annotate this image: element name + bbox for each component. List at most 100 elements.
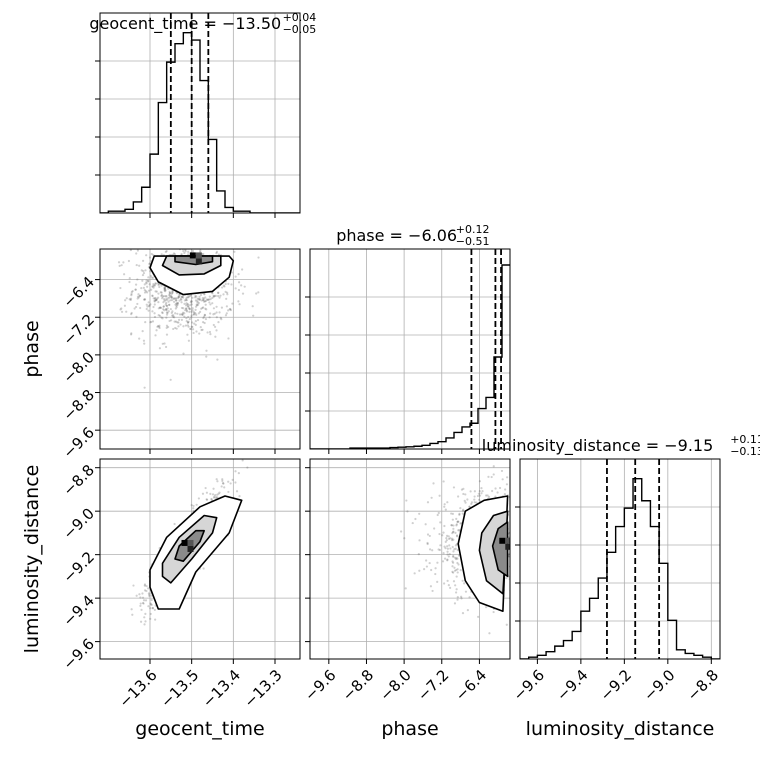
- sample-point: [165, 304, 169, 307]
- sample-point: [438, 532, 441, 536]
- sample-point: [222, 482, 225, 485]
- sample-point: [510, 518, 512, 520]
- sample-point: [459, 522, 462, 525]
- sample-point: [156, 296, 160, 299]
- sample-point: [145, 281, 148, 284]
- sample-point: [183, 315, 186, 318]
- sample-point: [238, 495, 241, 498]
- panel-title-geocent_time: geocent_time = −13.50 +0.04−0.05: [89, 11, 316, 36]
- sample-point: [181, 311, 185, 314]
- sample-point: [153, 303, 156, 306]
- sample-point: [157, 292, 160, 295]
- sample-point: [514, 559, 516, 561]
- sample-point: [160, 306, 163, 309]
- sample-point: [522, 537, 524, 539]
- sample-point: [158, 347, 162, 350]
- sample-point: [456, 561, 459, 565]
- sample-point: [164, 288, 167, 292]
- sample-point: [154, 290, 157, 293]
- axes-frame: [309, 458, 511, 660]
- sample-point: [205, 498, 209, 501]
- sample-point: [149, 602, 152, 605]
- sample-point: [130, 333, 133, 336]
- sample-point: [450, 524, 453, 527]
- sample-point: [160, 293, 163, 297]
- sample-point: [163, 288, 166, 291]
- sample-point: [203, 300, 207, 303]
- sample-point: [130, 332, 133, 335]
- sample-point: [160, 253, 163, 256]
- sample-point: [208, 330, 212, 334]
- sample-point: [139, 602, 142, 605]
- sample-point: [428, 534, 431, 538]
- sample-point: [167, 325, 170, 329]
- sample-point: [185, 309, 188, 312]
- sample-point: [192, 313, 195, 316]
- sample-point: [135, 315, 138, 318]
- sample-point: [517, 554, 519, 556]
- sample-point: [168, 319, 171, 323]
- sample-point: [191, 307, 194, 310]
- sample-point: [449, 586, 452, 589]
- sample-point: [442, 552, 445, 555]
- sample-point: [119, 286, 122, 290]
- sample-point: [209, 492, 212, 495]
- sample-point: [196, 300, 199, 303]
- sample-point: [217, 492, 220, 495]
- sample-point: [158, 306, 162, 309]
- sample-point: [217, 291, 220, 294]
- sample-point: [257, 291, 260, 294]
- sample-point: [522, 535, 524, 537]
- sample-point: [143, 291, 147, 294]
- sample-point: [406, 510, 409, 513]
- sample-point: [198, 298, 201, 301]
- sample-point: [177, 296, 180, 299]
- sample-point: [514, 558, 516, 560]
- sample-point: [167, 300, 170, 303]
- sample-point: [187, 241, 189, 243]
- sample-point: [179, 323, 182, 326]
- sample-point: [446, 550, 449, 553]
- sample-point: [531, 519, 533, 521]
- sample-point: [173, 316, 176, 319]
- sample-point: [143, 298, 147, 301]
- sample-point: [447, 584, 450, 587]
- sample-point: [190, 316, 193, 319]
- sample-point: [462, 492, 465, 496]
- sample-point: [426, 501, 430, 504]
- y-tick-label: −6.4: [60, 273, 98, 311]
- sample-point: [158, 285, 161, 289]
- sample-point: [176, 297, 180, 300]
- sample-point: [138, 593, 141, 596]
- sample-point: [219, 294, 222, 297]
- sample-point: [165, 313, 169, 316]
- sample-point: [405, 499, 408, 502]
- sample-point: [404, 587, 407, 590]
- sample-point: [155, 298, 158, 302]
- sample-point: [469, 490, 472, 493]
- sample-point: [457, 495, 460, 498]
- sample-point: [184, 324, 187, 327]
- sample-point: [456, 520, 460, 523]
- sample-point: [206, 331, 209, 334]
- sample-point: [142, 599, 146, 602]
- sample-point: [145, 307, 148, 311]
- sample-point: [517, 500, 519, 502]
- sample-point: [464, 493, 467, 496]
- sample-point: [514, 577, 516, 579]
- sample-point: [443, 545, 446, 548]
- sample-point: [155, 290, 158, 293]
- sample-point: [181, 295, 184, 298]
- sample-point: [128, 298, 131, 301]
- sample-point: [514, 557, 516, 559]
- sample-point: [187, 325, 190, 328]
- sample-point: [175, 299, 178, 302]
- sample-point: [198, 298, 201, 301]
- sample-point: [456, 548, 459, 552]
- sample-point: [243, 285, 246, 288]
- sample-point: [174, 297, 177, 300]
- sample-point: [224, 314, 228, 317]
- y-tick-label: −8.0: [60, 348, 98, 386]
- x-tick-label: −13.6: [116, 666, 161, 711]
- sample-point: [218, 491, 221, 494]
